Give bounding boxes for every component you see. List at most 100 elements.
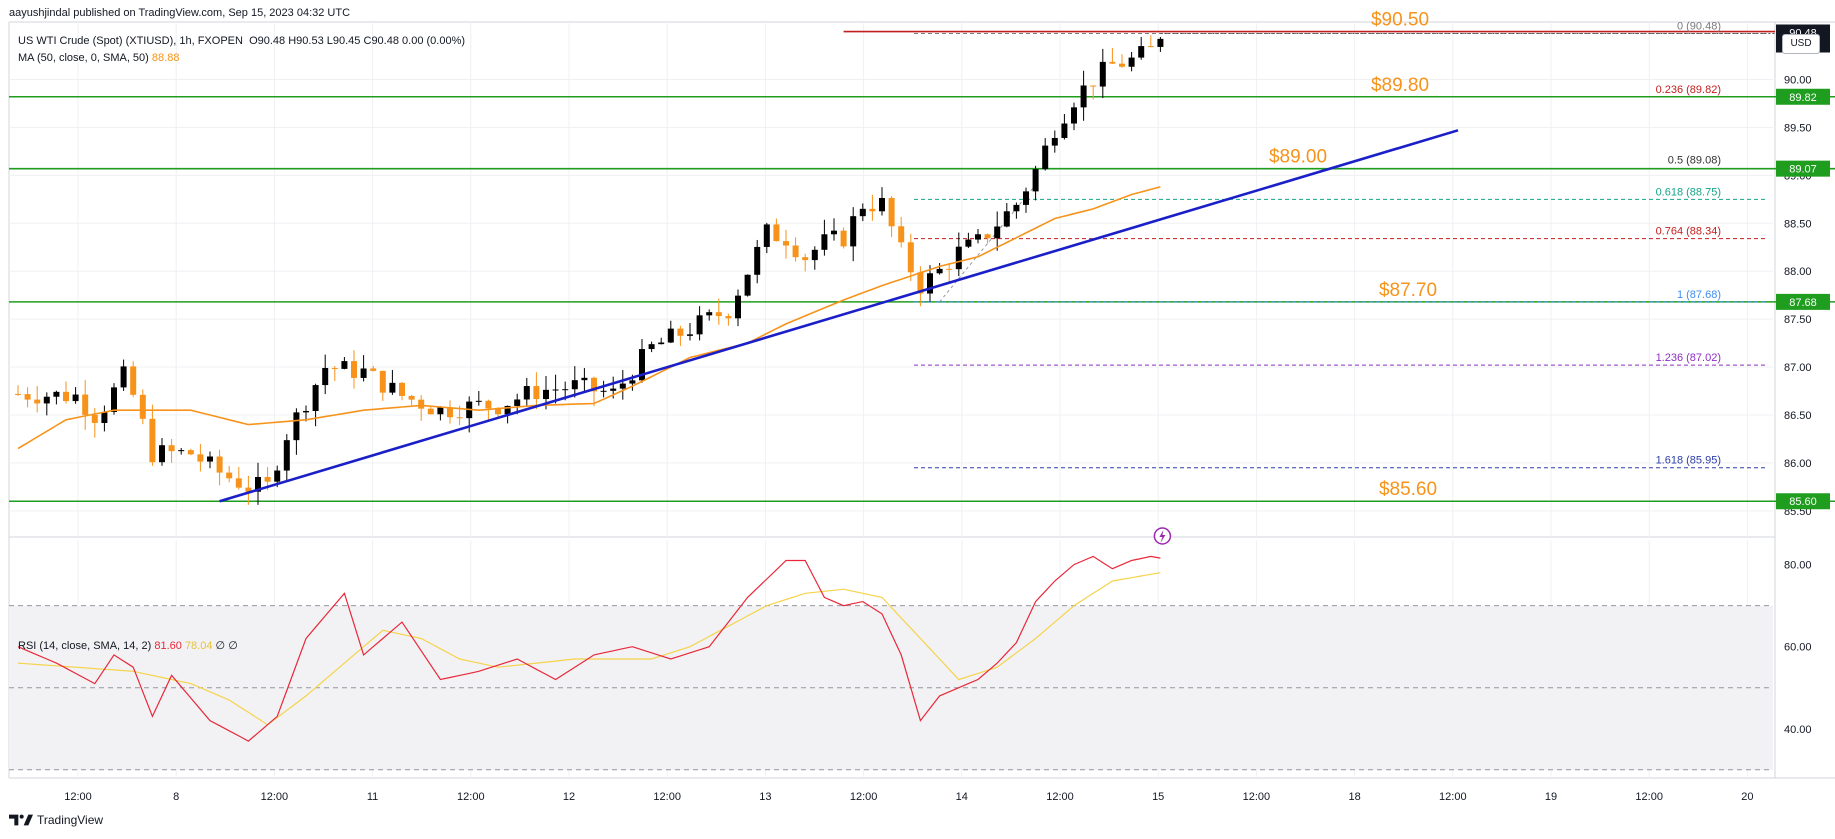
candle (581, 368, 588, 393)
candle (1071, 102, 1077, 131)
candle (831, 218, 837, 241)
candle (101, 405, 108, 432)
candle-body (859, 208, 866, 217)
candle (888, 195, 895, 238)
candle (360, 355, 367, 382)
candle-body (389, 382, 396, 393)
candle-body (984, 234, 991, 239)
candle-body (245, 487, 252, 492)
candle (783, 229, 789, 259)
candle-body (293, 412, 300, 441)
candle-body (735, 295, 741, 319)
horizontal-levels: 89.82 89.07 87.68 85.60 (9, 88, 1835, 510)
time-tick-label: 19 (1545, 791, 1557, 803)
level-price-tag-text: 89.82 (1789, 92, 1817, 104)
candle (754, 239, 761, 284)
candle-body (571, 380, 578, 390)
candle (821, 219, 828, 256)
candle-body (1023, 191, 1029, 205)
candle-body (418, 399, 425, 409)
candle (53, 390, 60, 405)
flash-event-icon (1153, 527, 1172, 545)
candle-body (187, 450, 194, 455)
candle-body (994, 226, 1001, 239)
candle-body (955, 246, 962, 270)
candle-body (168, 445, 175, 452)
candle (1013, 202, 1020, 219)
candle (1080, 70, 1087, 121)
candle (1138, 36, 1145, 60)
currency-button[interactable]: USD (1782, 34, 1820, 54)
candle-body (197, 454, 204, 462)
candle-body (456, 417, 463, 419)
candle-body (159, 445, 165, 463)
candle-body (216, 456, 223, 473)
rsi-tick-label: 60.00 (1784, 642, 1812, 654)
candle (379, 370, 386, 401)
candle-body (63, 391, 69, 402)
candle-body (274, 470, 281, 482)
time-tick-label: 8 (173, 791, 179, 803)
candle (178, 448, 185, 455)
candle (1023, 187, 1029, 213)
candle-body (811, 249, 818, 261)
candle (24, 387, 31, 408)
fibonacci-retracement: 0 (90.48) 0.236 (89.82) 0.5 (89.08) 0.618 (… (914, 21, 1765, 469)
candle-body (101, 411, 108, 423)
candle-body (888, 197, 895, 227)
candle-body (1003, 211, 1010, 227)
candle-body (552, 389, 559, 391)
candle (965, 232, 972, 249)
candle (437, 406, 444, 421)
fib-level-label: 1.236 (87.02) (1656, 352, 1721, 364)
time-tick-label: 20 (1741, 791, 1753, 803)
candle-body (658, 342, 665, 345)
candle-body (677, 328, 684, 336)
level-value-label: $89.80 (1371, 75, 1429, 96)
candle-body (427, 408, 434, 415)
candle-body (783, 241, 789, 246)
fib-level-label: 0.236 (89.82) (1656, 84, 1721, 96)
candle (773, 218, 780, 242)
candle-body (581, 377, 588, 381)
open-label: O (249, 35, 258, 47)
candle-body (139, 394, 146, 419)
candle-body (619, 383, 626, 389)
candle (43, 392, 50, 416)
fib-level-label: 0 (90.48) (1677, 21, 1721, 33)
candle (687, 323, 693, 341)
candle (994, 211, 1001, 251)
candle (591, 376, 597, 407)
candle (792, 237, 799, 262)
candle-body (1051, 137, 1058, 146)
candle (331, 366, 338, 382)
candle (869, 194, 876, 221)
candle (341, 357, 348, 370)
level-value-label: $87.70 (1379, 280, 1437, 301)
candle-body (850, 216, 857, 247)
candle (15, 385, 21, 396)
candle-body (399, 382, 405, 396)
candle (1090, 85, 1097, 100)
rsi-tick-label: 80.00 (1784, 560, 1812, 572)
symbol-name: US WTI Crude (Spot) (XTIUSD), 1h, FXOPEN (18, 35, 243, 47)
candle (389, 369, 396, 395)
candle (1061, 114, 1068, 140)
time-tick-label: 15 (1152, 791, 1164, 803)
candle (168, 439, 175, 463)
rsi-ma-value: 78.04 (184, 640, 213, 652)
candle (648, 341, 655, 353)
price-tick-label: 89.50 (1784, 122, 1812, 134)
event-bolt (1159, 530, 1166, 543)
open-value: 90.48 (257, 35, 286, 47)
level-price-tag (1776, 293, 1830, 310)
candle-body (1138, 46, 1145, 58)
publisher-caption: aayushjindal published on TradingView.co… (9, 7, 351, 19)
candle (1109, 47, 1116, 64)
candle (63, 381, 69, 404)
candle-body (1061, 123, 1068, 138)
candle (207, 451, 213, 469)
candle-body (792, 245, 799, 258)
candle (427, 406, 434, 415)
